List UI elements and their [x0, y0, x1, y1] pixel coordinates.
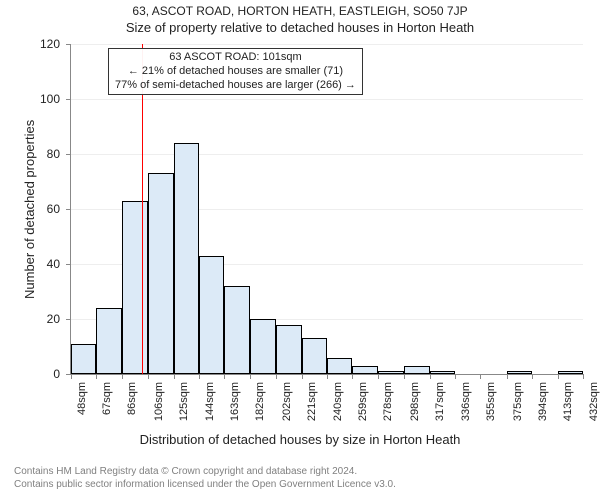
- property-annotation-box: 63 ASCOT ROAD: 101sqm ← 21% of detached …: [108, 48, 363, 95]
- y-tick: [66, 154, 71, 155]
- x-tick-label: 163sqm: [229, 382, 241, 421]
- x-tick: [532, 374, 533, 379]
- x-tick-label: 48sqm: [76, 382, 88, 415]
- x-tick-label: 394sqm: [537, 382, 549, 421]
- histogram-bar: [250, 319, 277, 374]
- x-tick-label: 125sqm: [178, 382, 190, 421]
- x-tick-label: 336sqm: [460, 382, 472, 421]
- y-tick-label: 60: [0, 202, 60, 216]
- histogram-bar: [327, 358, 352, 375]
- attribution-line-1: Contains HM Land Registry data © Crown c…: [14, 466, 396, 479]
- y-tick-label: 20: [0, 312, 60, 326]
- x-tick-label: 221sqm: [306, 382, 318, 421]
- y-tick: [66, 264, 71, 265]
- attribution-line-2: Contains public sector information licen…: [14, 479, 396, 492]
- x-tick-label: 432sqm: [588, 382, 600, 421]
- x-tick: [174, 374, 175, 379]
- gridline: [71, 44, 583, 45]
- histogram-bar: [174, 143, 199, 374]
- x-tick: [430, 374, 431, 379]
- x-axis-label: Distribution of detached houses by size …: [0, 432, 600, 447]
- x-tick: [302, 374, 303, 379]
- x-tick-label: 182sqm: [254, 382, 266, 421]
- x-tick-label: 298sqm: [409, 382, 421, 421]
- annotation-line-2: ← 21% of detached houses are smaller (71…: [115, 65, 356, 79]
- x-tick: [224, 374, 225, 379]
- histogram-bar: [507, 371, 532, 374]
- y-tick-label: 40: [0, 257, 60, 271]
- x-tick: [378, 374, 379, 379]
- x-tick: [455, 374, 456, 379]
- y-tick: [66, 99, 71, 100]
- x-tick-label: 144sqm: [204, 382, 216, 421]
- histogram-bar: [558, 371, 583, 374]
- x-tick: [352, 374, 353, 379]
- x-tick-label: 240sqm: [332, 382, 344, 421]
- y-tick-label: 120: [0, 37, 60, 51]
- histogram-bar: [378, 371, 405, 374]
- x-tick: [96, 374, 97, 379]
- x-tick: [276, 374, 277, 379]
- x-tick: [71, 374, 72, 379]
- x-tick: [327, 374, 328, 379]
- histogram-bar: [148, 173, 173, 374]
- x-tick-label: 317sqm: [434, 382, 446, 421]
- x-tick-label: 106sqm: [153, 382, 165, 421]
- x-tick: [583, 374, 584, 379]
- x-tick-label: 259sqm: [357, 382, 369, 421]
- x-tick-label: 375sqm: [512, 382, 524, 421]
- histogram-bar: [430, 371, 455, 374]
- x-tick: [507, 374, 508, 379]
- x-tick-label: 278sqm: [382, 382, 394, 421]
- histogram-bar: [302, 338, 327, 374]
- histogram-bar: [96, 308, 121, 374]
- x-tick: [148, 374, 149, 379]
- gridline: [71, 99, 583, 100]
- x-tick-label: 202sqm: [281, 382, 293, 421]
- x-tick: [558, 374, 559, 379]
- x-tick: [404, 374, 405, 379]
- x-tick-label: 67sqm: [101, 382, 113, 415]
- histogram-bar: [224, 286, 249, 374]
- chart-title: Size of property relative to detached ho…: [0, 20, 600, 35]
- histogram-bar: [352, 366, 377, 374]
- histogram-bar: [122, 201, 149, 374]
- annotation-line-3: 77% of semi-detached houses are larger (…: [115, 79, 356, 93]
- x-tick: [122, 374, 123, 379]
- x-tick-label: 86sqm: [126, 382, 138, 415]
- attribution-text: Contains HM Land Registry data © Crown c…: [14, 466, 396, 491]
- x-tick: [250, 374, 251, 379]
- x-tick-label: 413sqm: [562, 382, 574, 421]
- chart-supertitle: 63, ASCOT ROAD, HORTON HEATH, EASTLEIGH,…: [0, 4, 600, 18]
- gridline: [71, 154, 583, 155]
- histogram-bar: [71, 344, 96, 374]
- histogram-bar: [199, 256, 224, 374]
- histogram-bar: [276, 325, 301, 375]
- y-tick: [66, 44, 71, 45]
- y-tick-label: 80: [0, 147, 60, 161]
- annotation-line-1: 63 ASCOT ROAD: 101sqm: [115, 51, 356, 65]
- x-tick-label: 355sqm: [485, 382, 497, 421]
- y-tick-label: 100: [0, 92, 60, 106]
- histogram-bar: [404, 366, 429, 374]
- y-tick: [66, 319, 71, 320]
- y-tick: [66, 209, 71, 210]
- x-tick: [199, 374, 200, 379]
- x-tick: [480, 374, 481, 379]
- y-tick-label: 0: [0, 367, 60, 381]
